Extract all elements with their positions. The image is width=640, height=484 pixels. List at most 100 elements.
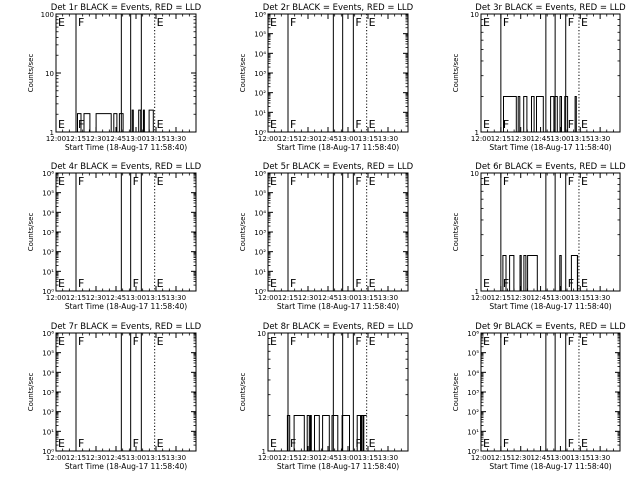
y-tick-label: 10⁵: [42, 350, 54, 358]
x-tick-label: 12:45: [530, 454, 550, 462]
x-tick-label: 12:45: [530, 294, 550, 302]
x-tick-label: 12:30: [298, 454, 318, 462]
event-label: E: [58, 16, 65, 29]
event-label: F: [355, 118, 361, 131]
y-tick-label: 10⁶: [42, 170, 54, 178]
y-tick-label: 10⁴: [42, 369, 54, 377]
x-tick-label: 12:15: [278, 294, 298, 302]
x-axis-label: Start Time (18-Aug-17 11:58:40): [65, 462, 187, 471]
x-axis-label: Start Time (18-Aug-17 11:58:40): [65, 302, 187, 311]
x-tick-label: 13:15: [358, 454, 378, 462]
panel-title: Det 9r BLACK = Events, RED = LLD: [475, 322, 626, 332]
x-tick-label: 12:30: [86, 454, 106, 462]
event-label: E: [581, 175, 588, 188]
y-axis-label: Counts/sec: [239, 213, 247, 252]
panel-6: Det 6r BLACK = Events, RED = LLD 1 10 Count…: [452, 162, 626, 311]
y-tick-label: 10³: [42, 389, 54, 397]
panel-7: Det 7r BLACK = Events, RED = LLD 10⁰ 10¹ 10…: [27, 322, 202, 471]
x-tick-label: 12:30: [511, 294, 531, 302]
x-tick-label: 12:00: [471, 294, 491, 302]
y-axis-label: Counts/sec: [27, 213, 35, 252]
y-tick-label: 10⁵: [254, 31, 266, 39]
event-label: E: [581, 16, 588, 29]
event-label: F: [355, 335, 361, 348]
event-label: F: [503, 16, 509, 29]
panel-8: Det 8r BLACK = Events, RED = LLD 1 10 Count…: [239, 322, 414, 471]
y-tick-label: 10⁰: [42, 448, 54, 456]
event-label: E: [483, 118, 490, 131]
y-tick-label: 10⁵: [254, 190, 266, 198]
x-tick-label: 12:15: [278, 454, 298, 462]
x-tick-label: 12:45: [106, 135, 126, 143]
panel-title: Det 6r BLACK = Events, RED = LLD: [475, 162, 626, 172]
x-tick-label: 13:00: [338, 294, 358, 302]
event-label: F: [290, 335, 296, 348]
y-tick-label: 10⁶: [254, 11, 266, 19]
y-tick-label: 10⁰: [254, 129, 266, 137]
event-label: E: [369, 118, 376, 131]
y-axis-label: Counts/sec: [452, 373, 460, 412]
event-label: F: [78, 16, 84, 29]
event-label: E: [270, 335, 277, 348]
x-axis-label: Start Time (18-Aug-17 11:58:40): [489, 143, 611, 152]
panel-title: Det 5r BLACK = Events, RED = LLD: [263, 162, 414, 172]
event-label: E: [581, 335, 588, 348]
x-tick-label: 13:00: [550, 294, 570, 302]
event-label: E: [369, 16, 376, 29]
y-tick-label: 10¹: [42, 428, 54, 436]
x-tick-label: 12:45: [318, 294, 338, 302]
y-tick-label: 10: [45, 70, 54, 78]
event-label: F: [133, 335, 139, 348]
event-label: E: [157, 16, 164, 29]
y-tick-label: 10⁵: [42, 190, 54, 198]
event-label: E: [58, 335, 65, 348]
y-tick-label: 10⁴: [467, 369, 479, 377]
y-tick-label: 10⁴: [254, 50, 266, 58]
x-tick-label: 12:00: [258, 135, 278, 143]
y-tick-label: 100: [41, 11, 54, 19]
panel-title: Det 8r BLACK = Events, RED = LLD: [263, 322, 414, 332]
event-label: F: [78, 335, 84, 348]
x-tick-label: 12:15: [491, 135, 511, 143]
y-tick-label: 10²: [467, 409, 479, 417]
y-tick-label: 10¹: [42, 268, 54, 276]
panel-title: Det 7r BLACK = Events, RED = LLD: [51, 322, 202, 332]
event-label: F: [290, 437, 296, 450]
x-tick-label: 12:15: [491, 294, 511, 302]
x-axis-label: Start Time (18-Aug-17 11:58:40): [489, 462, 611, 471]
y-tick-label: 10¹: [467, 428, 479, 436]
y-tick-label: 10⁰: [467, 448, 479, 456]
event-label: E: [270, 437, 277, 450]
panel-1: Det 1r BLACK = Events, RED = LLD 1 10 100 Co…: [27, 3, 202, 152]
y-tick-label: 10³: [42, 229, 54, 237]
event-label: F: [568, 175, 574, 188]
x-tick-label: 12:00: [46, 135, 66, 143]
event-label: E: [369, 175, 376, 188]
event-label: E: [581, 277, 588, 290]
x-tick-label: 12:30: [86, 294, 106, 302]
event-label: E: [270, 277, 277, 290]
event-label: E: [483, 335, 490, 348]
y-tick-label: 1: [475, 129, 479, 137]
y-tick-label: 10⁰: [42, 288, 54, 296]
event-label: F: [78, 277, 84, 290]
count-trace: [76, 113, 124, 133]
x-tick-label: 12:00: [46, 294, 66, 302]
y-tick-label: 10⁰: [254, 288, 266, 296]
event-label: F: [568, 277, 574, 290]
x-tick-label: 13:00: [126, 294, 146, 302]
x-tick-label: 12:00: [471, 454, 491, 462]
plot-frame: [267, 172, 409, 292]
event-label: F: [133, 437, 139, 450]
x-tick-label: 12:30: [86, 135, 106, 143]
panel-9: Det 9r BLACK = Events, RED = LLD 10⁰ 10¹ 10…: [452, 322, 626, 471]
x-tick-label: 13:30: [378, 294, 398, 302]
y-axis-label: Counts/sec: [27, 373, 35, 412]
event-label: E: [58, 277, 65, 290]
event-label: F: [133, 277, 139, 290]
event-label: F: [355, 175, 361, 188]
count-trace: [557, 255, 579, 292]
y-tick-label: 10: [257, 330, 266, 338]
